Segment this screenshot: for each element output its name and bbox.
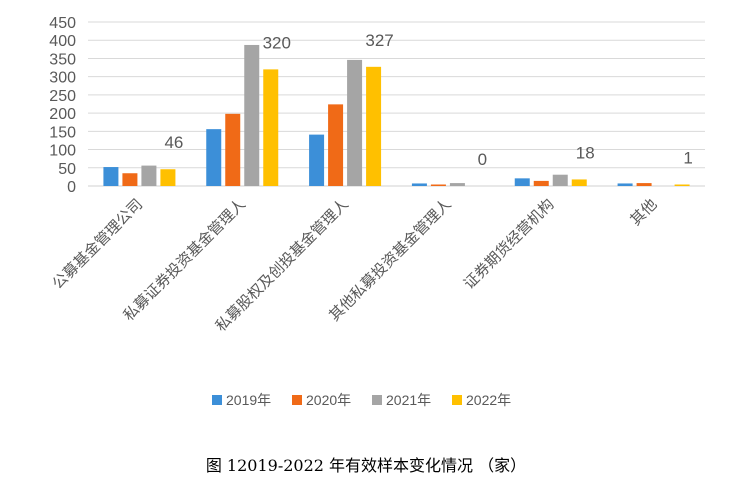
bar (103, 167, 119, 186)
bar (347, 59, 363, 186)
category-labels: 公募基金管理公司私募证券投资基金管理人私募股权及创投基金管理人其他私募投资基金管… (49, 195, 661, 335)
legend-swatch (452, 395, 462, 405)
y-tick-label: 250 (49, 88, 76, 105)
bar (122, 173, 138, 186)
bar (674, 184, 690, 186)
y-tick-label: 150 (49, 124, 76, 141)
legend-label: 2020年 (306, 392, 351, 408)
category-label: 证券期货经营机构 (460, 195, 558, 293)
bar (141, 165, 157, 186)
data-labels: 46 320 327 0 18 1 (164, 31, 692, 169)
bar (533, 180, 549, 186)
y-tick-label: 50 (58, 161, 76, 178)
bar (225, 113, 241, 186)
y-tick-label: 200 (49, 106, 76, 123)
data-label: 18 (576, 143, 595, 162)
y-tick-label: 100 (49, 143, 76, 160)
bar (244, 44, 260, 187)
bar (571, 179, 587, 186)
y-tick-label: 300 (49, 70, 76, 87)
legend-label: 2021年 (386, 392, 431, 408)
legend-label: 2019年 (226, 392, 271, 408)
category-label: 其他 (626, 195, 660, 229)
bar (449, 183, 465, 186)
bar (552, 174, 568, 186)
bar (617, 183, 633, 186)
bar (309, 134, 325, 186)
data-label: 0 (478, 150, 487, 169)
figure-caption: 图 12019-2022 年有效样本变化情况 （家） (205, 456, 527, 475)
bar (263, 69, 279, 186)
data-label: 1 (683, 149, 692, 168)
y-tick-label: 450 (49, 15, 76, 32)
bars (103, 44, 690, 187)
bar (160, 169, 176, 186)
category-label: 公募基金管理公司 (49, 195, 147, 293)
bar (636, 183, 652, 186)
y-tick-label: 400 (49, 33, 76, 50)
legend-swatch (292, 395, 302, 405)
legend-swatch (372, 395, 382, 405)
gridlines (88, 21, 705, 187)
bar (514, 178, 530, 186)
bar (411, 183, 427, 186)
legend-swatch (212, 395, 222, 405)
legend-label: 2022年 (466, 392, 511, 408)
bar (328, 104, 344, 186)
legend: 2019年 2020年 2021年 2022年 (212, 392, 511, 408)
bar (430, 184, 446, 186)
y-tick-label: 0 (67, 179, 76, 196)
data-label: 320 (263, 33, 291, 52)
data-label: 327 (365, 31, 393, 50)
bar (366, 66, 382, 186)
bar (206, 129, 222, 186)
data-label: 46 (164, 133, 183, 152)
y-tick-label: 350 (49, 51, 76, 68)
